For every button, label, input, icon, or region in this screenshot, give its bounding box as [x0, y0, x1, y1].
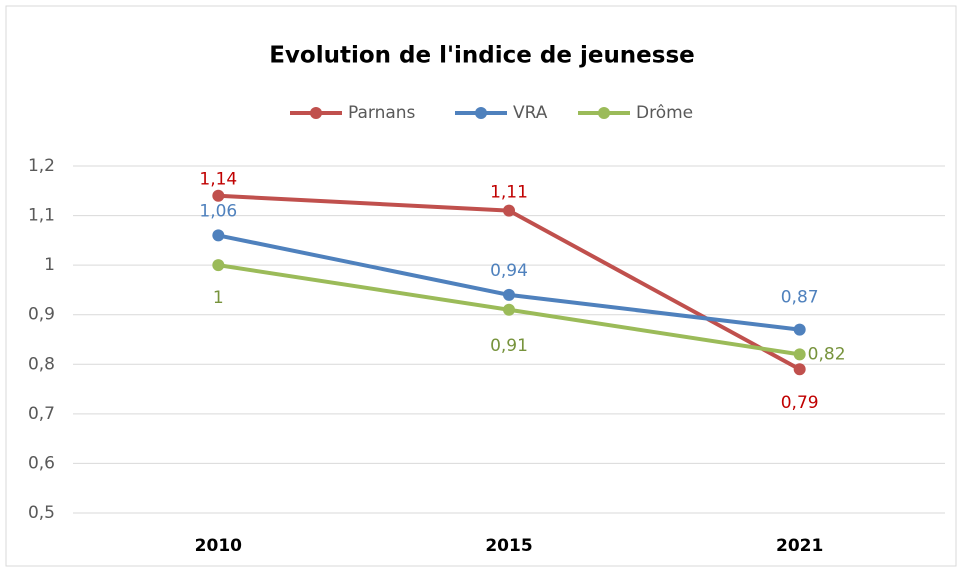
- data-label: 1,11: [490, 183, 528, 203]
- data-point: [212, 259, 225, 272]
- legend-label: Drôme: [636, 103, 693, 123]
- y-tick-label: 0,9: [28, 305, 55, 325]
- legend-label: VRA: [513, 103, 548, 123]
- y-tick-label: 0,7: [28, 404, 55, 424]
- y-tick-label: 1,1: [28, 206, 55, 226]
- data-label: 0,87: [781, 288, 819, 308]
- data-point: [793, 348, 806, 361]
- data-point: [212, 189, 225, 202]
- data-label: 1,14: [199, 170, 237, 190]
- y-tick-label: 0,6: [28, 453, 55, 473]
- data-point: [503, 303, 515, 316]
- legend-marker: [598, 107, 610, 119]
- data-point: [793, 323, 806, 336]
- data-point: [793, 363, 806, 376]
- y-tick-label: 1,2: [28, 156, 55, 176]
- y-tick-label: 0,8: [28, 354, 55, 374]
- legend-marker: [475, 107, 487, 119]
- chart-border: [5, 5, 957, 567]
- data-point: [503, 204, 515, 217]
- data-label: 0,91: [490, 336, 528, 356]
- legend-marker: [310, 107, 322, 119]
- data-point: [503, 288, 515, 301]
- x-tick-label: 2021: [776, 536, 823, 556]
- y-tick-label: 0,5: [28, 503, 55, 523]
- y-tick-label: 1: [44, 255, 55, 275]
- data-label: 1,06: [199, 201, 237, 221]
- data-label: 0,94: [490, 261, 528, 281]
- x-tick-label: 2015: [485, 536, 532, 556]
- chart-title: Evolution de l'indice de jeunesse: [269, 43, 695, 69]
- data-label: 0,82: [808, 344, 846, 364]
- data-point: [212, 229, 225, 242]
- x-tick-label: 2010: [195, 536, 242, 556]
- data-label: 0,79: [781, 393, 819, 413]
- legend-label: Parnans: [348, 103, 416, 123]
- data-label: 1: [213, 288, 224, 308]
